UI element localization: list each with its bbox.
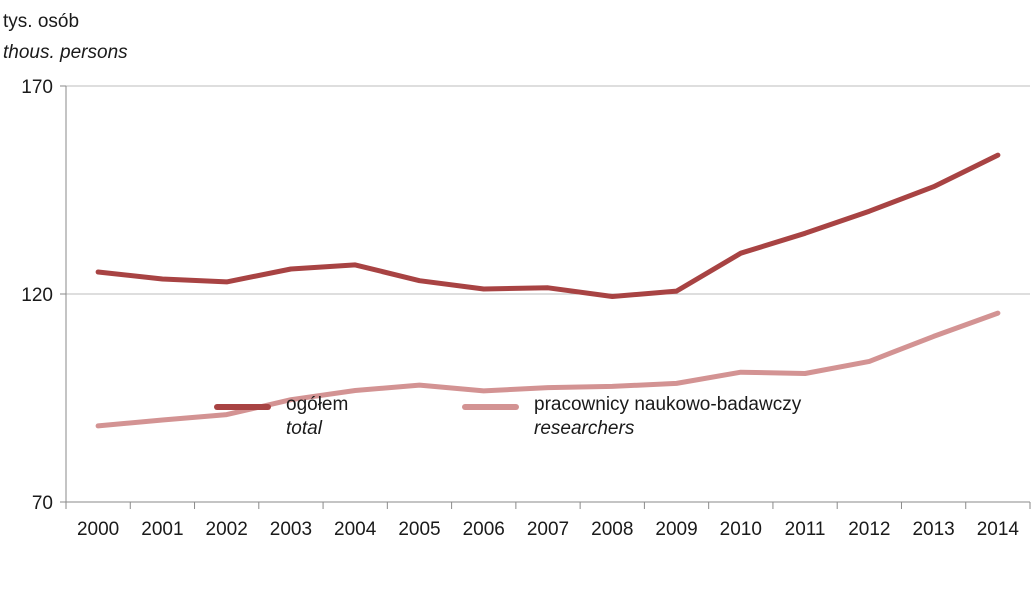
x-tick-label: 2000 bbox=[77, 519, 119, 540]
y-tick-label: 170 bbox=[21, 77, 53, 98]
y-tick-label: 70 bbox=[32, 493, 53, 514]
legend-swatch-researchers bbox=[462, 404, 519, 410]
legend-label-total: ogółem total bbox=[286, 393, 348, 441]
x-tick-label: 2013 bbox=[912, 519, 954, 540]
legend-name-pl: ogółem bbox=[286, 394, 349, 415]
legend-name-pl: pracownicy naukowo-badawczy bbox=[534, 394, 802, 415]
unit-label-en: thous. persons bbox=[3, 42, 128, 63]
y-tick-label: 120 bbox=[21, 285, 53, 306]
x-tick-label: 2012 bbox=[848, 519, 890, 540]
x-tick-label: 2003 bbox=[270, 519, 312, 540]
x-tick-label: 2001 bbox=[141, 519, 183, 540]
x-tick-label: 2011 bbox=[785, 519, 826, 540]
legend-label-researchers: pracownicy naukowo-badawczy researchers bbox=[534, 393, 801, 441]
x-tick-label: 2008 bbox=[591, 519, 633, 540]
legend: ogółem total pracownicy naukowo-badawczy… bbox=[0, 393, 1033, 439]
legend-swatch-total bbox=[214, 404, 271, 410]
legend-name-en: total bbox=[286, 418, 322, 439]
unit-label-pl: tys. osób bbox=[3, 11, 79, 32]
x-tick-label: 2002 bbox=[206, 519, 248, 540]
x-tick-label: 2007 bbox=[527, 519, 569, 540]
legend-name-en: researchers bbox=[534, 418, 635, 439]
x-tick-label: 2014 bbox=[977, 519, 1020, 540]
x-tick-label: 2004 bbox=[334, 519, 377, 540]
x-tick-label: 2010 bbox=[720, 519, 762, 540]
x-tick-label: 2009 bbox=[655, 519, 697, 540]
series-line-total bbox=[95, 152, 1001, 299]
x-tick-label: 2006 bbox=[463, 519, 505, 540]
x-tick-label: 2005 bbox=[398, 519, 440, 540]
